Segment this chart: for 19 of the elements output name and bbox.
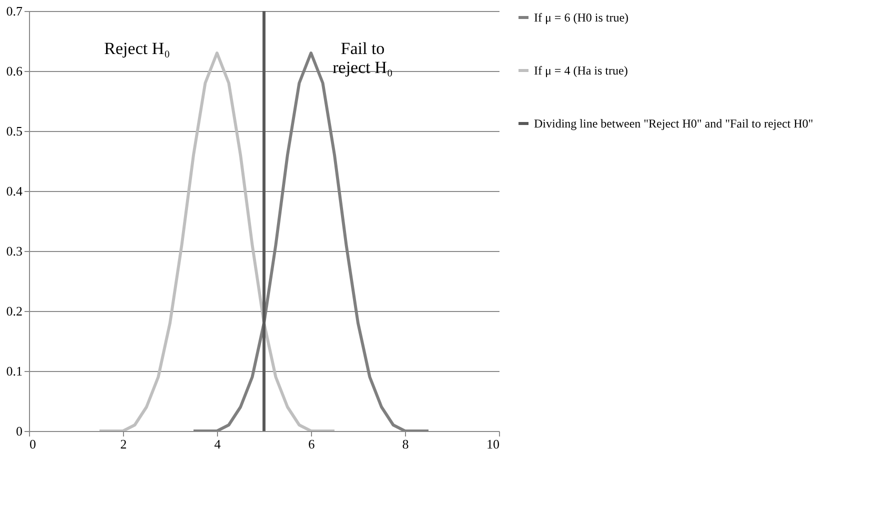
- y-tick-label: 0.1: [6, 364, 22, 378]
- y-tick-label: 0.6: [6, 64, 23, 78]
- y-tick-label: 0: [16, 424, 22, 438]
- annotation: Reject H₀: [104, 39, 170, 58]
- annotation: Fail to reject H₀: [332, 39, 393, 77]
- y-tick-label: 0.5: [6, 124, 22, 138]
- legend-label: If μ = 4 (Ha is true): [534, 64, 628, 78]
- x-tick-label: 10: [486, 436, 500, 452]
- legend-label: If μ = 6 (H0 is true): [534, 10, 629, 24]
- y-tick-label: 0.3: [6, 244, 22, 258]
- x-tick-label: 0: [30, 436, 36, 452]
- x-tick-label: 2: [120, 436, 127, 452]
- y-tick-label: 0.2: [6, 304, 22, 318]
- x-tick-label: 8: [402, 436, 409, 452]
- x-tick-label: 4: [214, 436, 222, 452]
- y-tick-label: 0.7: [6, 4, 23, 18]
- legend-label: Dividing line between "Reject H0" and "Fail to reject H0": [534, 116, 814, 130]
- y-tick-label: 0.4: [6, 184, 23, 198]
- x-tick-label: 6: [308, 436, 316, 452]
